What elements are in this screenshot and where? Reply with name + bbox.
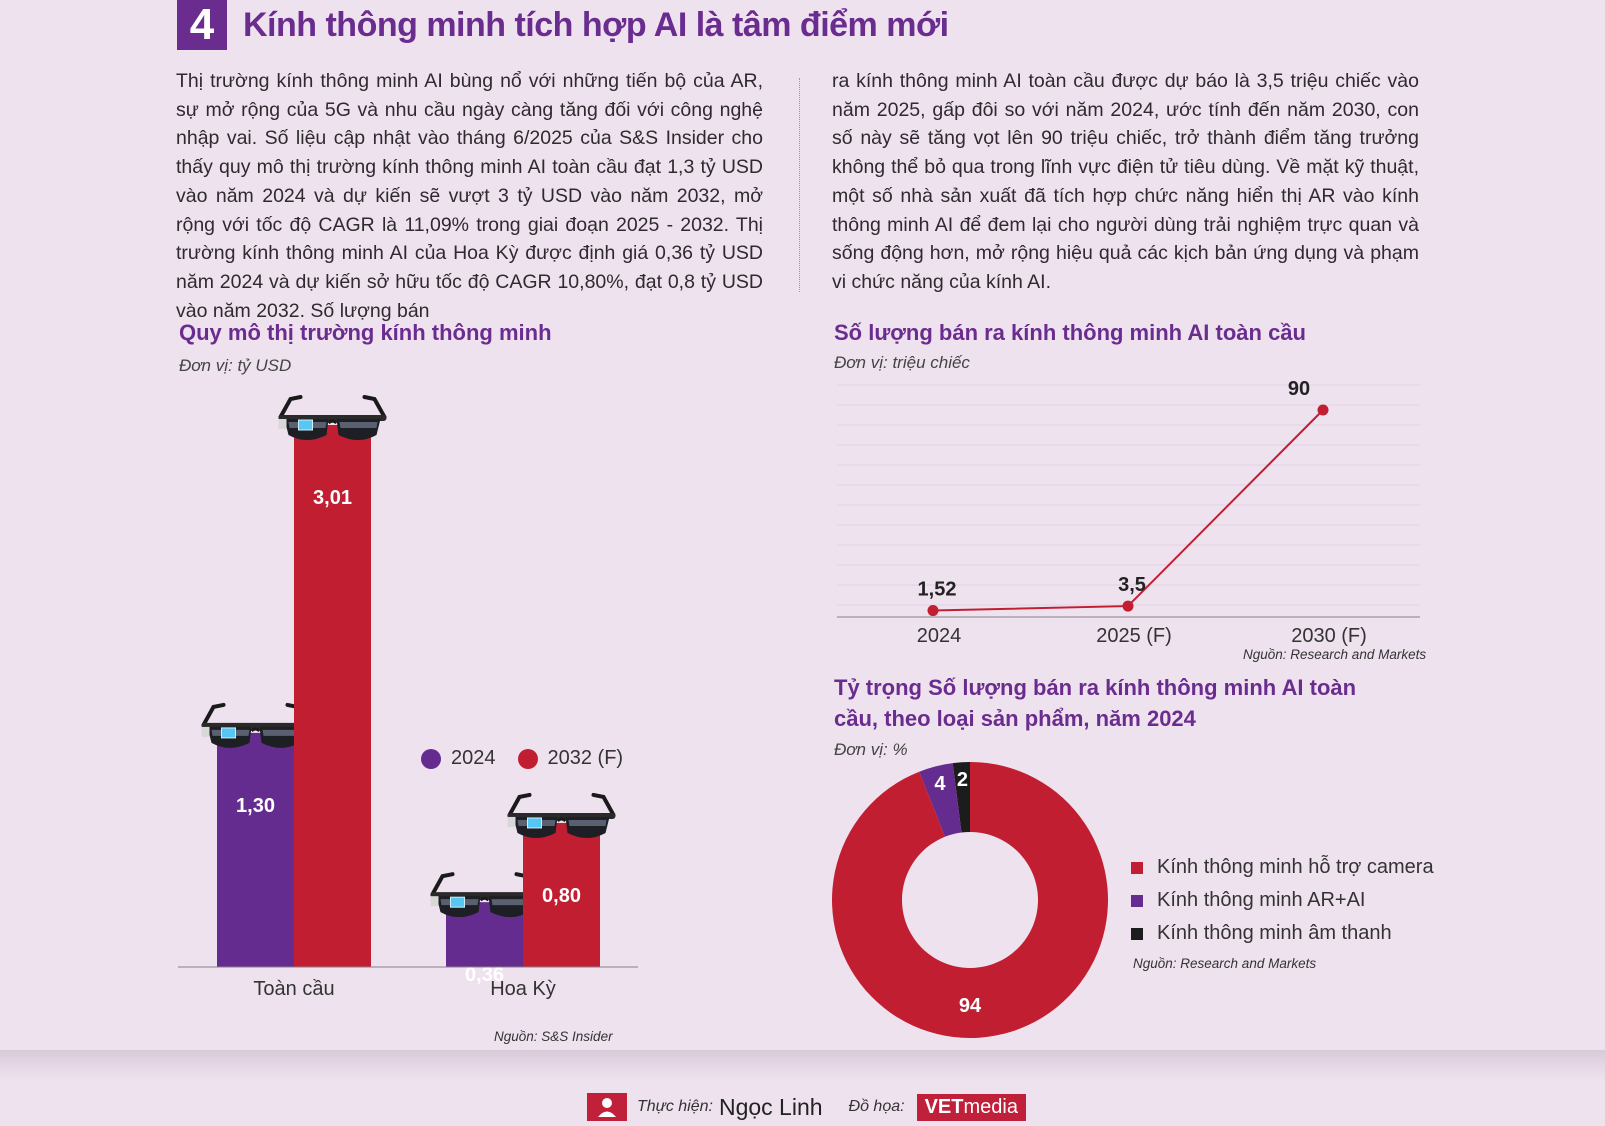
bar-value-label: 1,30 — [236, 795, 275, 817]
donut-slice — [952, 762, 970, 833]
x-tick-label: 2024 — [917, 625, 962, 647]
article-text-2: ra kính thông minh AI toàn cầu được dự b… — [832, 70, 1419, 293]
legend-label: 2032 (F) — [547, 747, 624, 769]
bar-value-label: 0,80 — [542, 885, 581, 907]
bar-chart-legend: 2024 2032 (F) — [421, 747, 623, 770]
legend-item-audio: Kính thông minh âm thanh — [1131, 917, 1434, 950]
bar-chart-unit: Đơn vị: tỷ USD — [179, 356, 292, 375]
vetmedia-logo: VETmedia — [916, 1093, 1026, 1121]
legend-item-2024: 2024 — [421, 747, 496, 770]
donut-chart: 24 94 — [832, 762, 1108, 1038]
author-name: Ngọc Linh — [718, 1093, 823, 1120]
legend-label: 2024 — [451, 747, 496, 769]
data-label: 1,52 — [918, 579, 957, 601]
logo-light: media — [963, 1095, 1018, 1118]
data-label: 3,5 — [1118, 574, 1146, 596]
footer-background — [0, 1050, 1605, 1126]
donut-chart-unit: Đơn vị: % — [834, 740, 908, 759]
bar — [523, 822, 600, 967]
data-point — [1122, 600, 1134, 612]
legend-square-icon — [1131, 894, 1143, 907]
page-title: Kính thông minh tích hợp AI là tâm điểm … — [243, 6, 949, 44]
donut-slice — [919, 763, 962, 837]
author-label: Thực hiện: — [637, 1098, 713, 1115]
slice-label: 2 — [957, 769, 968, 791]
bar-value-label: 0,36 — [465, 964, 504, 986]
data-label: 90 — [1288, 380, 1310, 400]
slice-label: 4 — [934, 773, 946, 795]
legend-item-2032: 2032 (F) — [517, 747, 624, 770]
category-label: Toàn cầu — [253, 978, 334, 1000]
legend-item-ar-ai: Kính thông minh AR+AI — [1131, 884, 1434, 917]
x-tick-label: 2030 (F) — [1291, 625, 1367, 647]
legend-dot-icon — [517, 748, 538, 769]
bar-chart-title: Quy mô thị trường kính thông minh — [179, 320, 552, 345]
donut-chart-legend: Kính thông minh hỗ trợ camera Kính thông… — [1131, 851, 1434, 950]
footer-credits: Thực hiện: Ngọc Linh Đồ họa: VETmedia — [587, 1093, 1026, 1121]
donut-slice — [832, 762, 1108, 1038]
bar-chart: 1,30 3,01 Toàn cầu 0,36 0,80 Hoa Kỳ — [178, 395, 638, 1000]
bar — [217, 732, 294, 967]
line-chart-unit: Đơn vị: triệu chiếc — [834, 353, 970, 372]
legend-square-icon — [1131, 861, 1143, 874]
bar — [294, 425, 371, 967]
section-number-badge: 4 — [177, 0, 227, 50]
author-icon — [587, 1093, 627, 1121]
line-chart-title: Số lượng bán ra kính thông minh AI toàn … — [834, 320, 1306, 345]
legend-item-camera: Kính thông minh hỗ trợ camera — [1131, 851, 1434, 884]
legend-label: Kính thông minh AR+AI — [1157, 889, 1366, 911]
legend-label: Kính thông minh hỗ trợ camera — [1157, 856, 1434, 878]
donut-chart-source: Nguồn: Research and Markets — [1133, 956, 1317, 971]
data-point — [927, 605, 939, 617]
design-label: Đồ họa: — [848, 1098, 905, 1115]
article-column-1: Thị trường kính thông minh AI bùng nổ vớ… — [176, 67, 763, 325]
article-text-1: Thị trường kính thông minh AI bùng nổ vớ… — [176, 70, 763, 322]
donut-chart-title: Tỷ trọng Số lượng bán ra kính thông minh… — [834, 675, 1357, 731]
category-label: Hoa Kỳ — [490, 978, 556, 1000]
legend-square-icon — [1131, 927, 1143, 940]
line-chart: 1,52 2024 3,5 2025 (F) 90 2030 (F) — [837, 380, 1420, 647]
article-column-2: ra kính thông minh AI toàn cầu được dự b… — [832, 67, 1419, 297]
column-divider — [799, 78, 800, 292]
x-tick-label: 2025 (F) — [1096, 625, 1172, 647]
slice-label: 94 — [959, 995, 982, 1017]
bar-value-label: 3,01 — [313, 487, 352, 509]
bar-chart-source: Nguồn: S&S Insider — [494, 1029, 613, 1044]
legend-dot-icon — [421, 748, 441, 769]
logo-bold: VET — [924, 1095, 964, 1118]
data-point — [1317, 404, 1329, 416]
legend-label: Kính thông minh âm thanh — [1157, 922, 1392, 944]
line-chart-source: Nguồn: Research and Markets — [1243, 647, 1427, 662]
